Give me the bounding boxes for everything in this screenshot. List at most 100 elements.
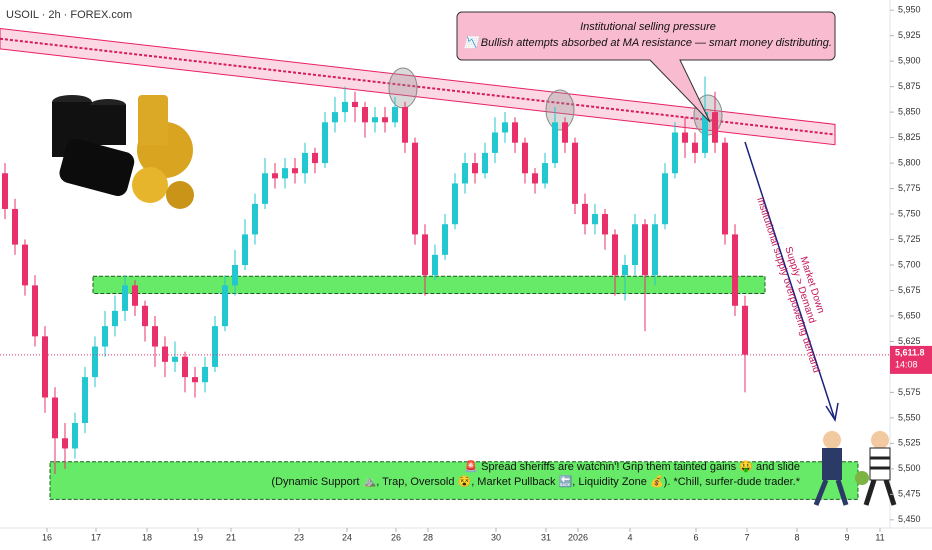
candle-body	[712, 112, 718, 143]
candle-body	[132, 285, 138, 306]
y-tick-label: 5,825	[898, 132, 921, 142]
candle-body	[282, 168, 288, 179]
candle-body	[22, 244, 28, 286]
candles	[0, 28, 859, 500]
candle-body	[302, 152, 308, 174]
candle-body	[212, 326, 218, 367]
candle-body	[632, 224, 638, 265]
candle-body	[502, 122, 508, 133]
y-tick-label: 5,675	[898, 285, 921, 295]
candle-body	[642, 224, 648, 276]
y-tick-label: 5,700	[898, 259, 921, 269]
candle-body	[332, 112, 338, 123]
candle-body	[552, 122, 558, 164]
callout-text: 📉 Bullish attempts absorbed at MA resist…	[464, 36, 832, 49]
candle-body	[512, 122, 518, 143]
last-price-label: 5,611.8	[895, 347, 925, 357]
candle-body	[682, 132, 688, 143]
y-tick-label: 5,575	[898, 387, 921, 397]
candle-body	[2, 173, 8, 209]
y-tick-label: 5,925	[898, 30, 921, 40]
candle-body	[652, 224, 658, 276]
candle-body	[172, 356, 178, 362]
candle-body	[692, 142, 698, 153]
bottom-annotation: 🚨 Spread sheriffs are watchin'! Grip the…	[464, 460, 800, 473]
cartoon-figures	[813, 431, 897, 506]
candle-body	[732, 234, 738, 306]
y-tick-label: 5,800	[898, 157, 921, 167]
callout-box	[456, 11, 836, 123]
x-tick-label: 28	[423, 532, 433, 542]
candle-body	[542, 163, 548, 184]
candle-body	[202, 366, 208, 383]
callout-title: Institutional selling pressure	[580, 21, 716, 33]
x-tick-label: 23	[294, 532, 304, 542]
y-tick-label: 5,650	[898, 310, 921, 320]
candle-body	[422, 234, 428, 276]
candle-body	[322, 122, 328, 164]
candle-body	[272, 173, 278, 179]
bottom-annotation: (Dynamic Support ⛰️, Trap, Oversold 😵, M…	[271, 475, 800, 488]
candle-body	[142, 305, 148, 327]
candle-body	[72, 422, 78, 449]
candle-body	[412, 142, 418, 235]
candle-body	[12, 208, 18, 245]
y-tick-label: 5,625	[898, 336, 921, 346]
candle-body	[442, 224, 448, 255]
candle-body	[292, 168, 298, 174]
y-tick-label: 5,900	[898, 56, 921, 66]
candle-body	[532, 173, 538, 184]
candle-body	[102, 326, 108, 347]
candle-body	[702, 112, 708, 153]
candle-body	[32, 285, 38, 337]
candle-body	[242, 234, 248, 265]
x-tick-label: 18	[142, 532, 152, 542]
candle-body	[432, 254, 438, 276]
last-price-box	[890, 345, 932, 374]
candle-body	[582, 203, 588, 225]
chart-title: USOIL · 2h · FOREX.com	[6, 9, 132, 21]
candle-body	[452, 183, 458, 225]
support-zone	[92, 275, 766, 295]
x-tick-label: 4	[627, 532, 632, 542]
candle-body	[62, 438, 68, 449]
support-zone	[49, 461, 859, 500]
candle-body	[482, 152, 488, 174]
countdown-label: 14:08	[895, 359, 918, 369]
candle-body	[382, 117, 388, 123]
candle-body	[662, 173, 668, 225]
y-tick-label: 5,550	[898, 412, 921, 422]
candle-body	[192, 377, 198, 383]
candle-body	[52, 397, 58, 439]
highlight-circle	[545, 89, 575, 131]
candle-body	[162, 346, 168, 362]
candle-body	[42, 336, 48, 398]
candle-body	[122, 285, 128, 311]
candle-body	[112, 310, 118, 327]
candle-body	[392, 107, 398, 123]
x-tick-label: 21	[226, 532, 236, 542]
candle-body	[602, 214, 608, 235]
x-tick-label: 9	[844, 532, 849, 542]
candle-body	[182, 356, 188, 378]
candle-body	[672, 132, 678, 174]
candle-body	[722, 142, 728, 235]
oil-barrels-image	[40, 80, 200, 220]
candle-body	[262, 173, 268, 204]
y-tick-label: 5,500	[898, 463, 921, 473]
x-tick-label: 8	[794, 532, 799, 542]
y-tick-label: 5,750	[898, 208, 921, 218]
x-tick-label: 26	[391, 532, 401, 542]
y-tick-label: 5,450	[898, 514, 921, 524]
candle-body	[522, 142, 528, 174]
x-tick-label: 11	[875, 532, 884, 542]
candle-body	[472, 163, 478, 174]
candle-body	[252, 203, 258, 235]
x-tick-label: 6	[693, 532, 698, 542]
candle-body	[92, 346, 98, 378]
highlight-circle	[388, 67, 418, 109]
y-tick-label: 5,775	[898, 183, 921, 193]
candle-body	[362, 107, 368, 123]
candle-body	[462, 163, 468, 184]
candle-body	[572, 142, 578, 204]
